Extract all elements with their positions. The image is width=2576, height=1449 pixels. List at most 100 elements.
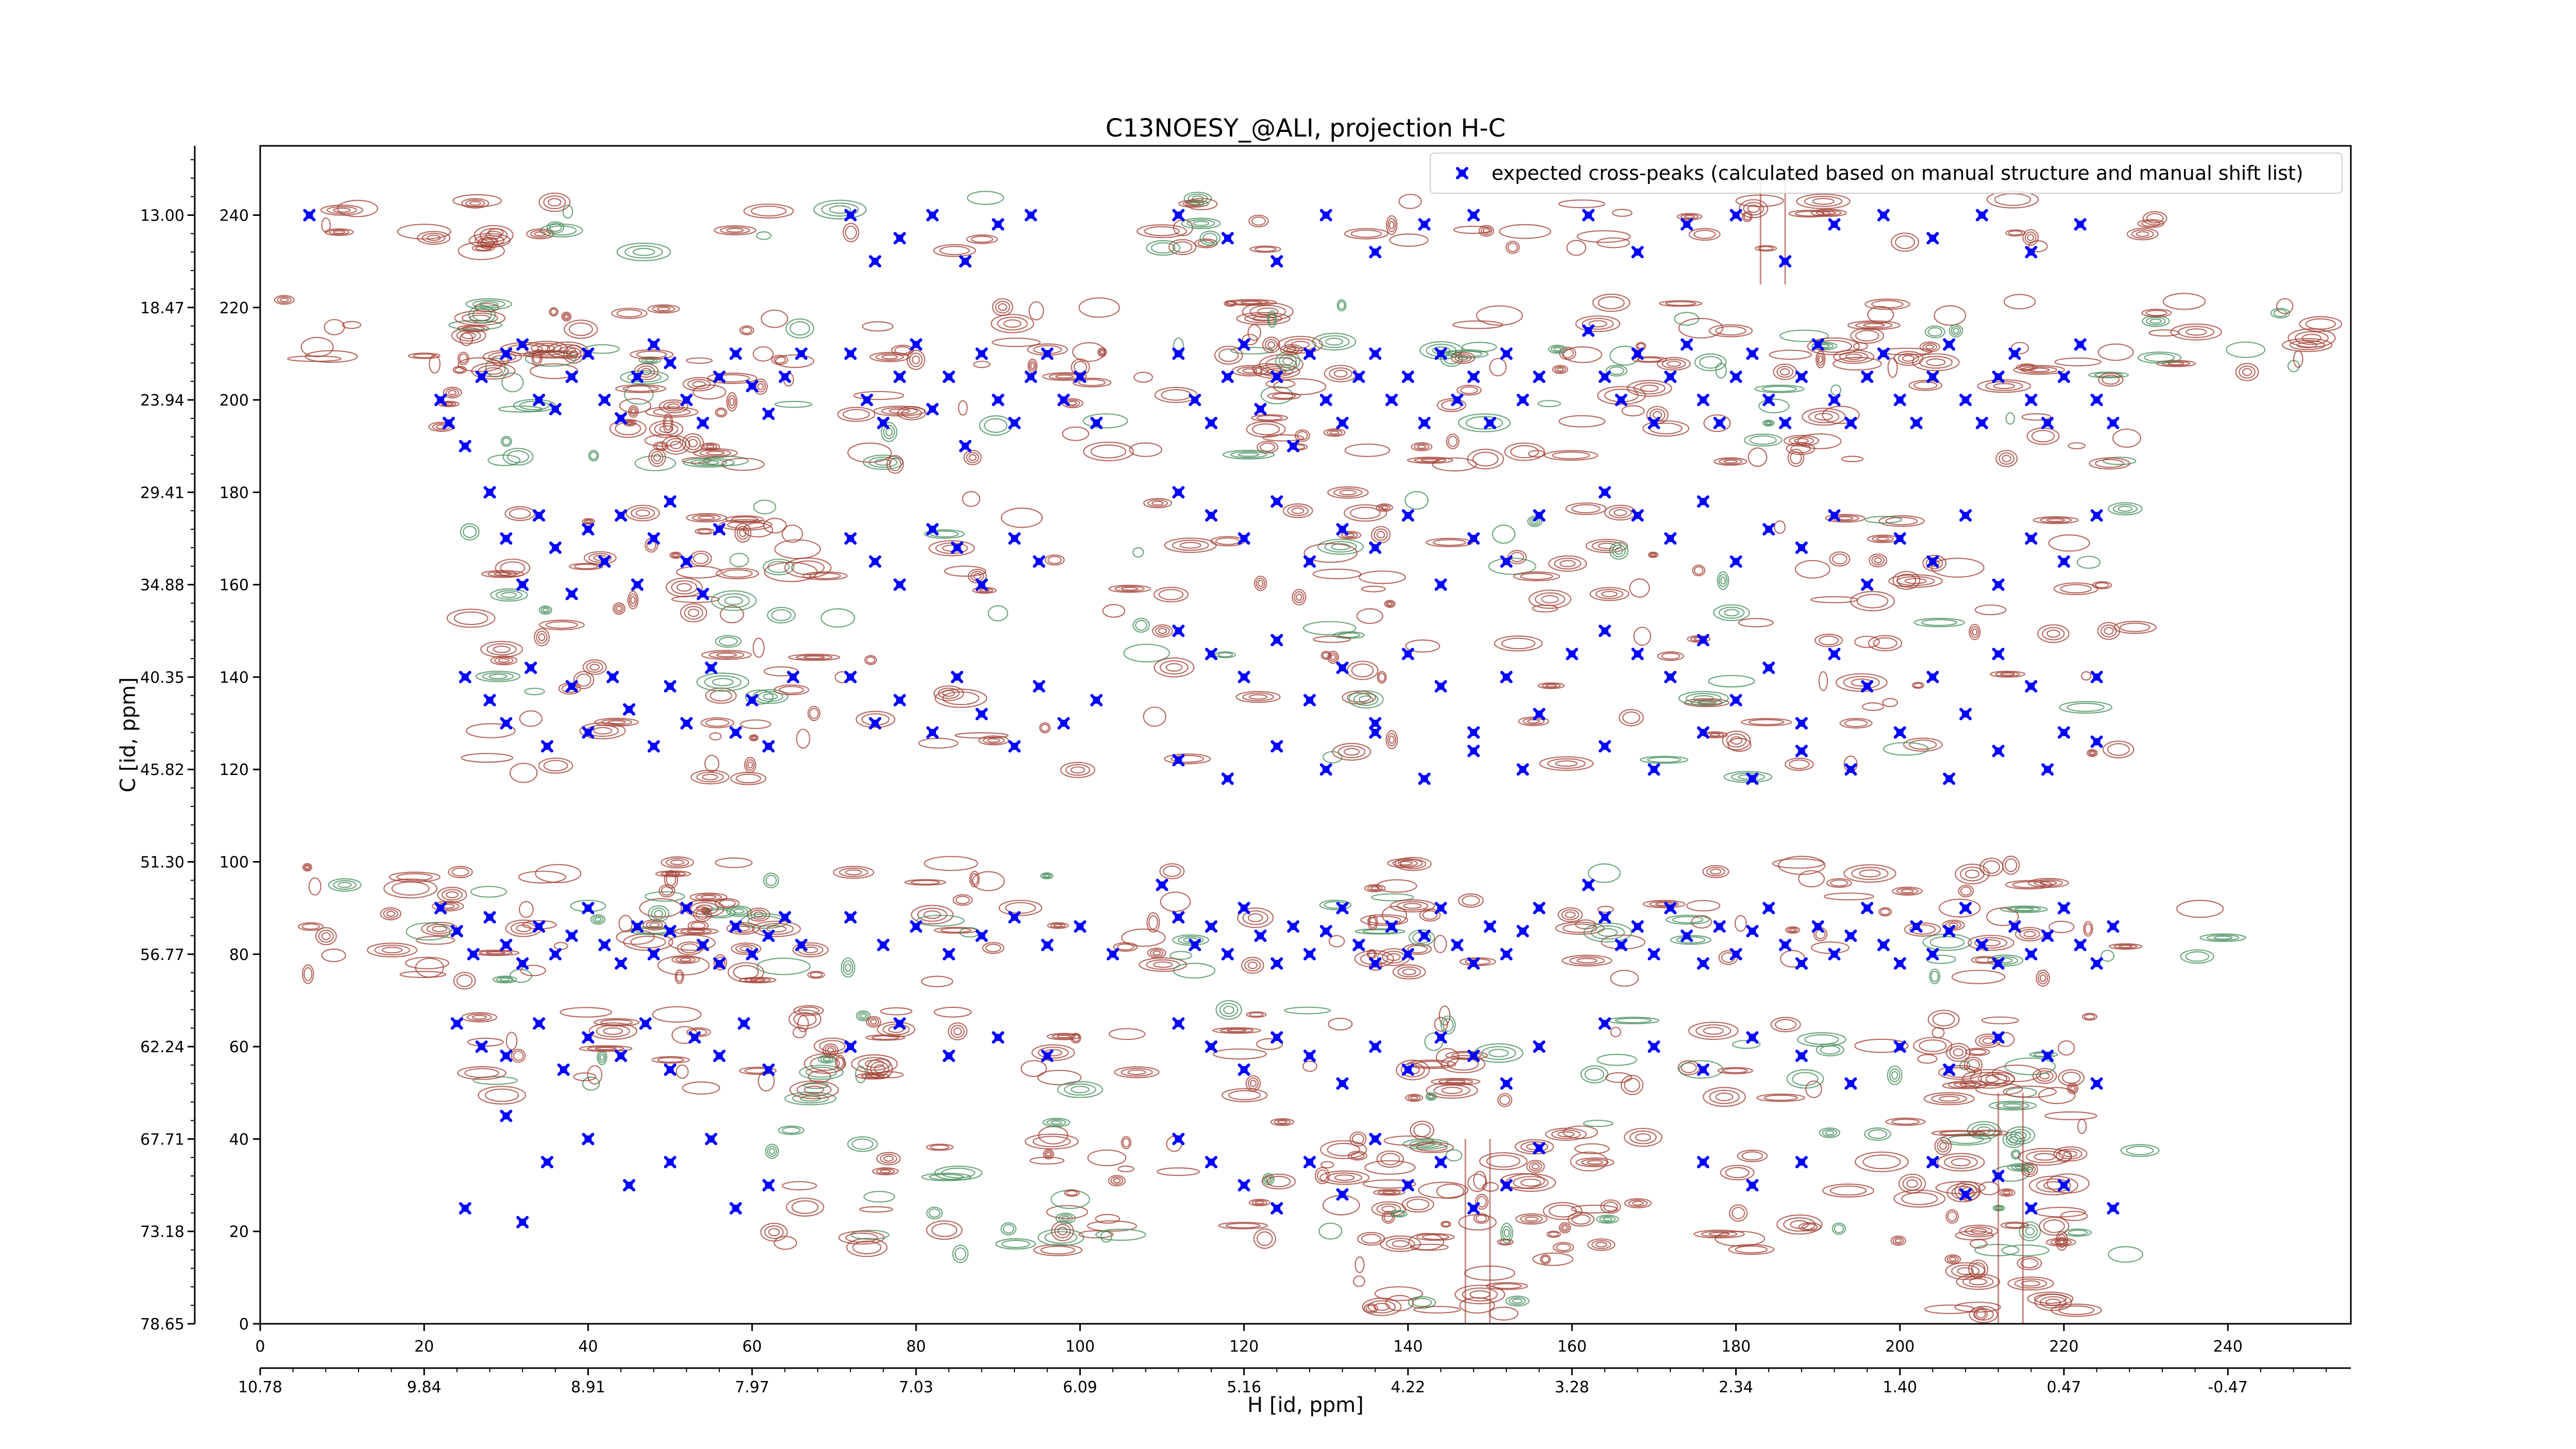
contour-ring [1834, 1224, 1844, 1234]
contour-ring [833, 866, 875, 879]
contour-ring [1318, 1222, 1343, 1240]
peak-marker [533, 1017, 546, 1030]
peak-marker [1172, 209, 1185, 222]
contour-ring [2060, 584, 2092, 594]
peak-marker [1385, 920, 1398, 933]
contour-ring [1754, 245, 1777, 252]
contour-ring [1164, 537, 1217, 553]
peak-marker [549, 541, 562, 554]
contour-ring [1256, 578, 1265, 589]
contour-ring [928, 1173, 964, 1181]
contour-ring [766, 925, 787, 933]
contour-ring [421, 232, 446, 243]
contour-ring [1478, 225, 1495, 237]
contour-ring [1408, 1094, 1421, 1101]
contour-ring [1394, 856, 1432, 871]
contour-ring [715, 407, 727, 417]
contour-ring [1400, 1063, 1425, 1077]
contour-ring [930, 530, 959, 538]
contour-ring [2007, 1276, 2054, 1291]
contour-ring [1676, 936, 1706, 943]
contour-ring [1871, 555, 1885, 566]
contour-ring [802, 571, 848, 581]
peak-marker [303, 209, 316, 222]
contour-ring [1874, 557, 1882, 564]
contour-ring [2084, 1014, 2095, 1020]
contour-ring [1904, 922, 1941, 937]
contour-ring [1073, 361, 1088, 374]
contour-ring [1622, 711, 1640, 724]
peak-marker [598, 394, 611, 407]
peak-marker [1336, 662, 1349, 674]
contour-ring [1557, 1131, 1575, 1137]
legend-marker-peak [1456, 167, 1468, 179]
peak-marker [1401, 1063, 1414, 1076]
contour-ring [432, 925, 448, 932]
contour-ring [1329, 367, 1353, 380]
contour-ring [1440, 1221, 1451, 1228]
contour-ring [1381, 1205, 1396, 1212]
contour-ring [1891, 232, 1920, 252]
contour-ring [1351, 1133, 1364, 1144]
contour-ring [380, 907, 402, 921]
contour-ring [1890, 1235, 1906, 1246]
contour-ring [437, 886, 467, 903]
y-index-tick-label: 160 [219, 577, 249, 595]
contour-ring [2021, 1280, 2041, 1287]
peak-marker [1533, 370, 1546, 383]
peak-marker [1730, 948, 1742, 961]
contour-ring [509, 508, 531, 519]
peak-marker [1205, 1156, 1217, 1169]
contour-ring [752, 920, 801, 937]
contour-ring [944, 565, 987, 577]
contour-ring [670, 441, 682, 449]
contour-ring [1527, 515, 1543, 527]
contour-ring [1555, 760, 1578, 767]
contour-ring [2046, 629, 2060, 638]
contour-ring [1445, 1080, 1466, 1084]
contour-ring [1951, 1158, 1971, 1167]
contour-ring [2046, 518, 2065, 523]
contour-ring [1397, 861, 1413, 866]
contour-ring [534, 231, 547, 237]
contour-ring [2107, 743, 2130, 756]
contour-ring [1433, 935, 1447, 953]
peak-marker [1811, 920, 1824, 933]
peak-marker [541, 740, 553, 753]
contour-ring [1217, 652, 1233, 658]
peak-marker [1303, 948, 1316, 961]
contour-ring [560, 1007, 613, 1018]
contour-ring [827, 1047, 834, 1054]
contour-ring [460, 523, 480, 541]
contour-ring [845, 1233, 878, 1243]
contour-ring [792, 1093, 829, 1104]
x-ppm-tick-label: 1.40 [1883, 1378, 1917, 1396]
contour-ring [304, 865, 310, 869]
contour-ring [1458, 893, 1484, 908]
contour-layer [274, 169, 2343, 1324]
contour-ring [472, 308, 492, 322]
contour-ring [453, 611, 488, 626]
contour-ring [1970, 626, 1979, 638]
contour-ring [704, 754, 720, 772]
contour-ring [318, 930, 334, 943]
peak-marker [1746, 347, 1759, 360]
contour-ring [651, 1056, 690, 1064]
contour-ring [2095, 459, 2124, 468]
contour-ring [1329, 652, 1338, 662]
contour-ring [1818, 635, 1839, 646]
contour-ring [1931, 1093, 1968, 1104]
contour-ring [479, 950, 513, 955]
contour-ring [2213, 935, 2233, 940]
contour-ring [2146, 213, 2164, 224]
contour-ring [751, 736, 756, 740]
contour-ring [747, 761, 753, 769]
contour-ring [1385, 730, 1398, 749]
contour-ring [1445, 1051, 1488, 1060]
contour-ring [494, 656, 514, 664]
contour-ring [1070, 1033, 1081, 1043]
contour-ring [500, 435, 512, 447]
contour-ring [1556, 367, 1564, 372]
contour-ring [1814, 633, 1843, 647]
contour-ring [1282, 357, 1294, 365]
